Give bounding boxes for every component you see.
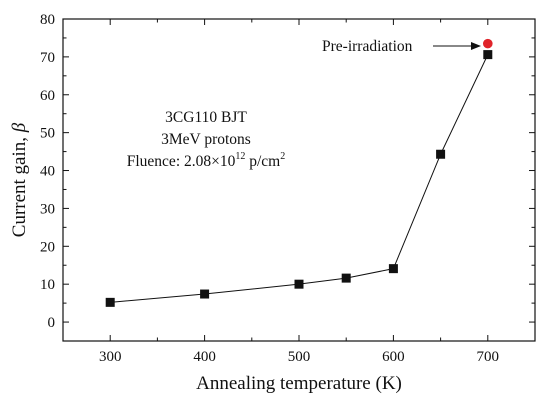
pre-irradiation-point bbox=[483, 38, 493, 49]
y-tick-label: 40 bbox=[40, 164, 55, 180]
data-point-square bbox=[388, 264, 398, 274]
fluence-unit-exponent: 2 bbox=[280, 151, 285, 162]
data-point-square bbox=[436, 149, 446, 159]
y-tick-label: 60 bbox=[40, 88, 55, 104]
y-axis-title-symbol: β bbox=[9, 122, 30, 133]
y-tick-label: 10 bbox=[40, 277, 55, 293]
y-tick-label: 30 bbox=[40, 201, 55, 217]
fluence-unit: p/cm bbox=[245, 153, 280, 170]
annotation-particle: 3MeV protons bbox=[161, 131, 251, 148]
y-axis-title-text: Current gain, bbox=[9, 132, 30, 237]
x-tick-label: 500 bbox=[288, 349, 311, 365]
x-axis-title: Annealing temperature (K) bbox=[196, 373, 402, 394]
y-tick-label: 80 bbox=[40, 12, 55, 28]
ticks-layer: 300 400 500 600 700 0 10 20 30 40 50 60 70 80 bbox=[40, 12, 535, 365]
y-tick-label: 0 bbox=[48, 315, 56, 331]
annotation-device: 3CG110 BJT bbox=[165, 109, 247, 126]
plot-frame bbox=[62, 18, 536, 342]
data-point-square bbox=[483, 50, 493, 60]
pre-irradiation-label: Pre-irradiation bbox=[322, 38, 413, 55]
data-layer bbox=[105, 38, 493, 307]
fluence-prefix: Fluence: 2.08×10 bbox=[127, 153, 236, 170]
x-tick-label: 700 bbox=[477, 349, 500, 365]
x-tick-label: 300 bbox=[99, 349, 122, 365]
fluence-exponent: 12 bbox=[235, 151, 245, 162]
y-tick-label: 20 bbox=[40, 239, 55, 255]
y-tick-label: 50 bbox=[40, 126, 55, 142]
data-point-square bbox=[200, 289, 210, 299]
data-point-square bbox=[341, 273, 351, 283]
series-line bbox=[110, 54, 489, 303]
annotation-fluence: Fluence: 2.08×1012 p/cm2 bbox=[127, 151, 286, 170]
y-axis-title: Current gain, β bbox=[9, 122, 30, 237]
data-point-square bbox=[294, 279, 304, 289]
y-tick-label: 70 bbox=[40, 50, 55, 66]
data-point-square bbox=[105, 297, 115, 307]
pre-irradiation-arrowhead bbox=[471, 42, 481, 50]
x-tick-label: 400 bbox=[193, 349, 216, 365]
x-tick-label: 600 bbox=[382, 349, 405, 365]
